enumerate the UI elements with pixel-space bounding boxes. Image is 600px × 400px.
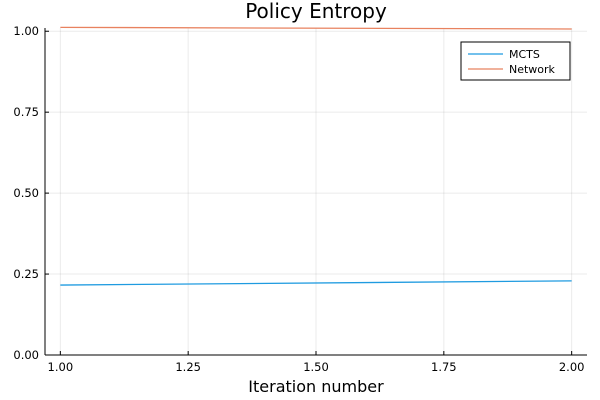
x-tick-label: 2.00 bbox=[559, 360, 585, 374]
x-ticks: 1.00 1.25 1.50 1.75 2.00 bbox=[48, 351, 585, 374]
y-tick-label: 0.75 bbox=[13, 105, 39, 119]
series-line-mcts bbox=[60, 280, 572, 286]
y-tick-label: 0.50 bbox=[13, 186, 39, 200]
y-tick-label: 0.00 bbox=[13, 348, 39, 362]
y-ticks: 0.00 0.25 0.50 0.75 1.00 bbox=[13, 24, 49, 362]
x-tick-label: 1.00 bbox=[48, 360, 74, 374]
chart-title: Policy Entropy bbox=[245, 0, 387, 23]
x-tick-label: 1.25 bbox=[175, 360, 201, 374]
series bbox=[60, 26, 572, 286]
legend-label-network: Network bbox=[509, 63, 556, 76]
legend: MCTS Network bbox=[460, 41, 571, 81]
legend-box bbox=[460, 41, 571, 81]
x-tick-label: 1.50 bbox=[303, 360, 329, 374]
y-tick-label: 1.00 bbox=[13, 24, 39, 38]
x-axis-title: Iteration number bbox=[248, 377, 384, 396]
legend-label-mcts: MCTS bbox=[509, 48, 540, 61]
y-tick-label: 0.25 bbox=[13, 267, 39, 281]
series-line-network bbox=[60, 26, 572, 30]
x-tick-label: 1.75 bbox=[431, 360, 457, 374]
